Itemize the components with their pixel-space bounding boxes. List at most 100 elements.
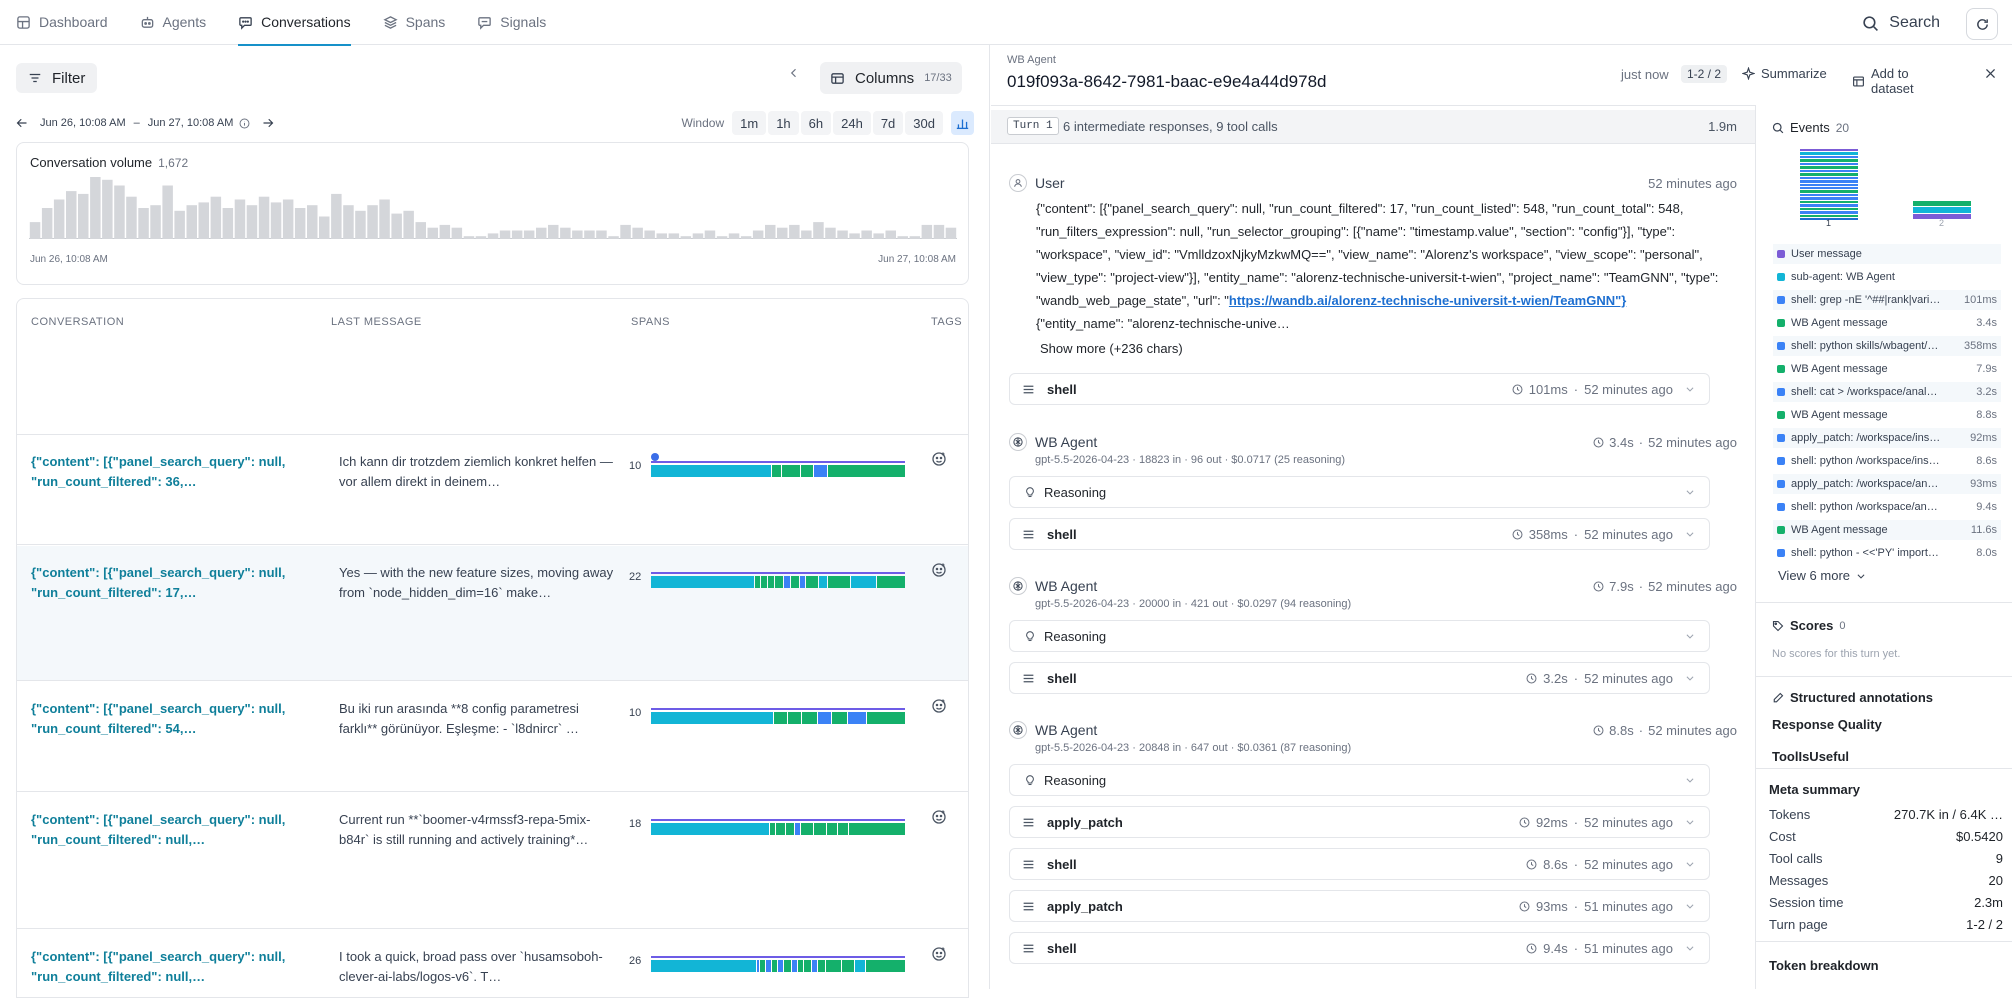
- event-list-item[interactable]: shell: grep -nE '^##|rank|varia… 101ms: [1773, 290, 2001, 310]
- add-tag-icon[interactable]: [931, 946, 947, 962]
- span-segment[interactable]: [798, 960, 803, 972]
- event-list-item[interactable]: shell: cat > /workspace/analyz… 3.2s: [1773, 382, 2001, 402]
- reasoning-toggle[interactable]: Reasoning: [1009, 764, 1710, 796]
- window-6h[interactable]: 6h: [800, 111, 832, 135]
- span-segment[interactable]: [803, 960, 812, 972]
- tab-spans[interactable]: Spans: [383, 0, 445, 45]
- span-segment[interactable]: [783, 960, 792, 972]
- tab-agents[interactable]: Agents: [140, 0, 206, 45]
- span-segment[interactable]: [774, 576, 783, 588]
- event-list-item[interactable]: WB Agent message 11.6s: [1773, 520, 2001, 540]
- annotation-tool-is-useful[interactable]: ToolIsUseful: [1772, 749, 1850, 764]
- event-list-item[interactable]: shell: python skills/wbagent/s… 358ms: [1773, 336, 2001, 356]
- span-segment[interactable]: [775, 823, 786, 835]
- span-segment[interactable]: [865, 960, 905, 972]
- arrow-left-icon[interactable]: [16, 117, 28, 129]
- turn-bar[interactable]: Turn 1 6 intermediate responses, 9 tool …: [991, 110, 1755, 144]
- window-30d[interactable]: 30d: [905, 111, 943, 135]
- span-segment[interactable]: [771, 465, 782, 477]
- conversation-cell[interactable]: {"content": [{"panel_search_query": null…: [31, 454, 286, 489]
- window-1h[interactable]: 1h: [768, 111, 799, 135]
- conversation-cell[interactable]: {"content": [{"panel_search_query": null…: [31, 565, 286, 600]
- columns-button[interactable]: Columns 17/33: [820, 62, 962, 94]
- tool-call-shell[interactable]: shell 9.4s · 51 minutes ago: [1009, 932, 1710, 964]
- window-24h[interactable]: 24h: [833, 111, 871, 135]
- window-7d[interactable]: 7d: [872, 111, 904, 135]
- span-segment[interactable]: [772, 960, 777, 972]
- event-list-item[interactable]: apply_patch: /workspace/anal… 93ms: [1773, 474, 2001, 494]
- show-more-button[interactable]: Show more (+236 chars): [1040, 341, 1183, 356]
- span-segment[interactable]: [766, 960, 772, 972]
- span-segment[interactable]: [761, 576, 768, 588]
- date-from[interactable]: Jun 26, 10:08 AM: [40, 117, 126, 129]
- span-segment[interactable]: [813, 823, 827, 835]
- span-segment[interactable]: [842, 960, 855, 972]
- refresh-button[interactable]: [1966, 8, 1998, 40]
- event-list-item[interactable]: WB Agent message 3.4s: [1773, 313, 2001, 333]
- reasoning-toggle[interactable]: Reasoning: [1009, 620, 1710, 652]
- filter-button[interactable]: Filter: [16, 63, 98, 93]
- add-to-dataset-button[interactable]: Add to dataset: [1852, 66, 1914, 96]
- span-segment[interactable]: [814, 465, 827, 477]
- span-segment[interactable]: [754, 576, 761, 588]
- tool-call-shell[interactable]: shell 8.6s · 52 minutes ago: [1009, 848, 1710, 880]
- span-segment[interactable]: [801, 712, 817, 724]
- event-list-item[interactable]: WB Agent message 7.9s: [1773, 359, 2001, 379]
- add-tag-icon[interactable]: [931, 698, 947, 714]
- span-segment[interactable]: [768, 576, 774, 588]
- table-row[interactable]: {"content": [{"panel_search_query": null…: [17, 435, 968, 545]
- tool-call-apply-patch[interactable]: apply_patch 92ms · 52 minutes ago: [1009, 806, 1710, 838]
- event-list-item[interactable]: shell: python - <<'PY' import p… 8.0s: [1773, 543, 2001, 563]
- span-segment[interactable]: [651, 576, 754, 588]
- span-segment[interactable]: [800, 823, 813, 835]
- tab-conversations[interactable]: Conversations: [238, 0, 351, 46]
- span-segment[interactable]: [827, 823, 837, 835]
- event-list-item[interactable]: apply_patch: /workspace/insp… 92ms: [1773, 428, 2001, 448]
- table-row[interactable]: {"content": [{"panel_search_query": null…: [17, 793, 968, 929]
- span-segment[interactable]: [783, 576, 790, 588]
- window-1m[interactable]: 1m: [732, 111, 767, 135]
- close-icon[interactable]: [1984, 67, 1997, 80]
- span-segment[interactable]: [831, 712, 847, 724]
- tab-dashboard[interactable]: Dashboard: [16, 0, 108, 45]
- summarize-button[interactable]: Summarize: [1742, 66, 1827, 81]
- span-segment[interactable]: [848, 712, 866, 724]
- col-header-tags[interactable]: TAGS: [931, 316, 963, 328]
- user-content-link[interactable]: https://wandb.ai/alorenz-technische-univ…: [1228, 293, 1627, 308]
- span-segment[interactable]: [792, 960, 797, 972]
- chart-toggle-button[interactable]: [951, 111, 974, 135]
- span-segment[interactable]: [848, 823, 905, 835]
- search-button[interactable]: Search: [1862, 10, 1940, 36]
- date-to[interactable]: Jun 27, 10:08 AM: [147, 117, 234, 129]
- span-segment[interactable]: [817, 712, 831, 724]
- span-segment[interactable]: [756, 960, 760, 972]
- span-segment[interactable]: [826, 960, 841, 972]
- collapse-chevron-icon[interactable]: [788, 67, 800, 79]
- add-tag-icon[interactable]: [931, 451, 947, 467]
- span-segment[interactable]: [800, 465, 814, 477]
- span-segment[interactable]: [787, 712, 801, 724]
- span-segment[interactable]: [806, 576, 818, 588]
- span-segment[interactable]: [782, 465, 800, 477]
- table-row[interactable]: {"content": [{"panel_search_query": null…: [17, 682, 968, 792]
- arrow-right-icon[interactable]: [262, 117, 274, 129]
- span-segment[interactable]: [786, 823, 794, 835]
- turn-1-timeline[interactable]: [1800, 149, 1858, 218]
- tab-signals[interactable]: Signals: [477, 0, 546, 45]
- span-segment[interactable]: [774, 712, 787, 724]
- span-segment[interactable]: [777, 960, 783, 972]
- span-segment[interactable]: [651, 712, 774, 724]
- span-segment[interactable]: [794, 823, 800, 835]
- event-list-item[interactable]: shell: python /workspace/anal… 9.4s: [1773, 497, 2001, 517]
- table-row[interactable]: {"content": [{"panel_search_query": null…: [17, 930, 968, 997]
- span-segment[interactable]: [818, 960, 826, 972]
- span-segment[interactable]: [827, 465, 905, 477]
- span-segment[interactable]: [837, 823, 848, 835]
- span-segment[interactable]: [818, 576, 827, 588]
- span-segment[interactable]: [769, 823, 775, 835]
- tool-call-shell[interactable]: shell 101ms · 52 minutes ago: [1009, 373, 1710, 405]
- col-header-conversation[interactable]: CONVERSATION: [31, 316, 125, 328]
- span-segment[interactable]: [877, 576, 905, 588]
- add-tag-icon[interactable]: [931, 562, 947, 578]
- conversation-cell[interactable]: {"content": [{"panel_search_query": null…: [31, 949, 286, 984]
